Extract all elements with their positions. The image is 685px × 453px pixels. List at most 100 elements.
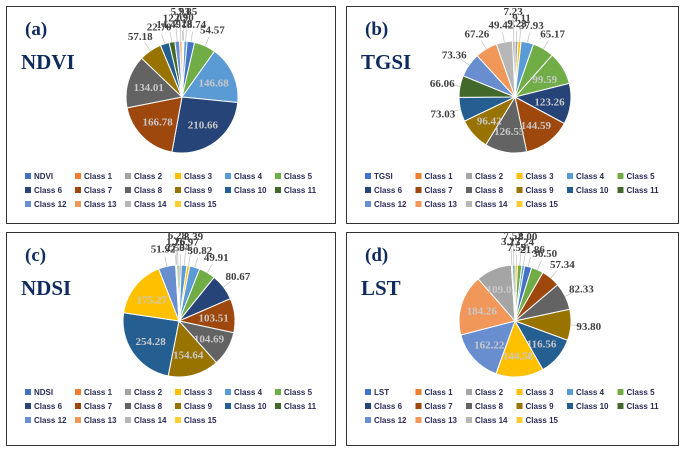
data-label-14: 3.27 (501, 236, 521, 248)
data-label-9: 116.56 (527, 338, 557, 350)
data-label-7: 144.59 (521, 120, 552, 132)
legend-entry-7: Class 7 (425, 402, 454, 411)
legend-entry-11: Class 11 (627, 186, 660, 195)
legend-swatch (225, 403, 231, 409)
data-label-2: 2.90 (174, 12, 194, 24)
legend-swatch (75, 187, 81, 193)
data-label-9: 96.42 (477, 115, 502, 127)
leader-line (185, 19, 188, 42)
data-label-12: 22.70 (147, 22, 172, 34)
legend-swatch (415, 389, 422, 395)
leader-line (480, 40, 487, 50)
legend-swatch (275, 403, 281, 409)
data-label-1: 2.28 (173, 18, 193, 30)
legend-swatch (225, 187, 231, 193)
leader-line (502, 32, 505, 43)
data-label-10: 73.03 (431, 109, 456, 121)
legend-entry-11: Class 11 (284, 402, 317, 411)
leader-line (206, 263, 213, 273)
legend-entry-0: NDSI (34, 388, 53, 397)
legend-swatch (25, 403, 31, 409)
legend-entry-2: Class 2 (475, 172, 504, 181)
panel-tgsi: (b) TGSI 9.23 9.11 37.93 65.17 99.59 123.26 144.… (346, 6, 679, 224)
legend-entry-3: Class 3 (184, 388, 213, 397)
data-label-12: 51.92 (151, 244, 176, 256)
data-label-2: 9.11 (512, 12, 531, 24)
legend-swatch (466, 201, 472, 207)
legend-swatch (225, 173, 231, 179)
legend-entry-0: LST (374, 388, 389, 397)
legend-entry-13: Class 13 (84, 416, 117, 425)
legend-swatch (466, 173, 472, 179)
leader-line (161, 34, 166, 44)
leader-line (527, 256, 531, 267)
data-label-5: 54.57 (200, 25, 225, 37)
legend-entry-0: NDVI (34, 172, 53, 181)
data-label-8: 210.66 (188, 120, 219, 132)
pie-slice-6 (181, 50, 239, 104)
pie-slice-10 (125, 57, 184, 109)
legend-swatch (617, 173, 624, 179)
legend-entry-1: Class 1 (425, 388, 454, 397)
leader-line (194, 257, 198, 268)
data-label-11: 162.22 (474, 339, 505, 351)
legend-swatch (617, 403, 624, 409)
legend-swatch (75, 403, 81, 409)
legend-swatch (516, 173, 523, 179)
legend-entry-5: Class 5 (627, 388, 656, 397)
data-label-2: 16.97 (174, 236, 199, 248)
data-label-9: 154.64 (173, 350, 204, 362)
legend-swatch (25, 173, 31, 179)
leader-line (175, 255, 177, 266)
legend-entry-9: Class 9 (526, 402, 555, 411)
data-label-7: 103.51 (198, 313, 228, 325)
data-label-11: 66.06 (430, 78, 455, 90)
data-label-14: 1.26 (166, 236, 186, 248)
legend-swatch (175, 173, 181, 179)
leader-line (565, 291, 575, 297)
legend-swatch (125, 403, 131, 409)
leader-line (522, 243, 527, 266)
legend-entry-13: Class 13 (425, 200, 458, 209)
data-label-1: 9.23 (507, 18, 527, 30)
data-label-13: 2.55 (165, 242, 185, 254)
legend-entry-6: Class 6 (374, 402, 403, 411)
legend-swatch (225, 389, 231, 395)
data-label-15: 6.28 (168, 233, 188, 242)
leader-line (543, 39, 549, 49)
leader-line (169, 32, 173, 42)
legend-swatch (415, 417, 422, 423)
legend-entry-11: Class 11 (284, 186, 317, 195)
legend-swatch (75, 173, 81, 179)
leader-line (175, 25, 178, 42)
legend-swatch (125, 201, 131, 207)
legend-entry-2: Class 2 (475, 388, 504, 397)
chart-title: NDSI (21, 276, 71, 300)
legend-swatch (175, 389, 181, 395)
data-label-6: 123.26 (534, 96, 565, 108)
legend-entry-8: Class 8 (134, 402, 163, 411)
data-label-15: 7.23 (503, 7, 523, 18)
legend-entry-6: Class 6 (34, 186, 63, 195)
data-label-3: 37.93 (519, 20, 544, 32)
legend-swatch (516, 403, 523, 409)
chart-title: TGSI (361, 50, 411, 74)
legend-swatch (75, 417, 81, 423)
pie-slice-15 (511, 264, 516, 322)
legend-entry-7: Class 7 (84, 186, 113, 195)
pie-slice-15 (176, 264, 180, 322)
data-label-13: 109.05 (487, 284, 518, 296)
chart-title: NDVI (21, 50, 75, 74)
data-label-4: 30.82 (188, 245, 213, 257)
pie-slice-11 (460, 320, 516, 375)
legend-entry-3: Class 3 (184, 172, 213, 181)
data-label-9: 166.78 (142, 117, 173, 129)
data-label-7: 82.33 (569, 283, 594, 295)
legend-swatch (125, 417, 131, 423)
legend-entry-7: Class 7 (84, 402, 113, 411)
legend-entry-14: Class 14 (475, 416, 508, 425)
legend-swatch (466, 403, 472, 409)
leader-line (188, 244, 193, 266)
data-label-14: 12.07 (163, 12, 188, 24)
legend-entry-9: Class 9 (184, 402, 213, 411)
